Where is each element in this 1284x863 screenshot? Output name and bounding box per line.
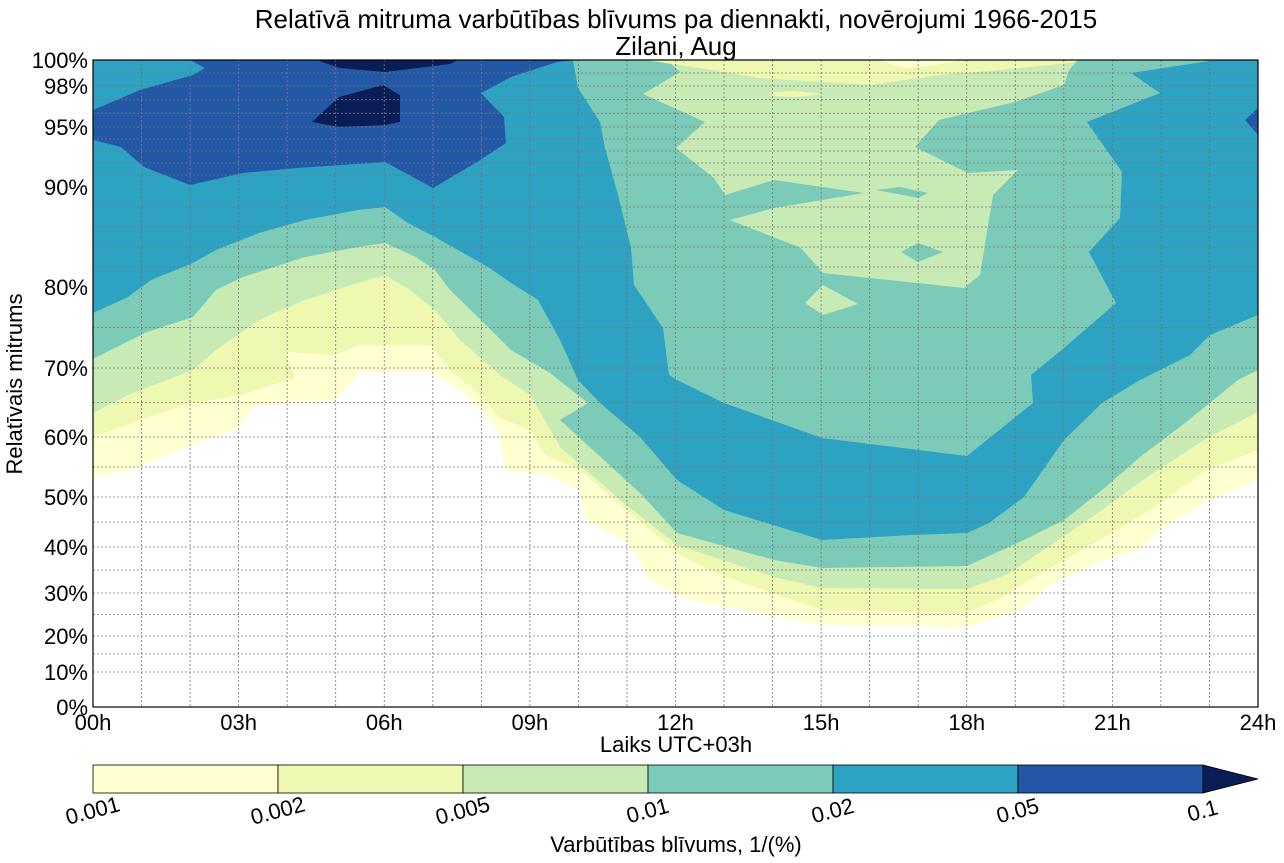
colorbar-tick-label: 0.01 xyxy=(624,793,672,828)
plot-frame xyxy=(92,59,1259,708)
colorbar-tick-label: 0.02 xyxy=(809,793,857,828)
y-tick-label: 95% xyxy=(44,115,88,140)
contour-tongue-0.01 xyxy=(876,187,928,198)
colorbar: 0.001 0.002 0.005 0.01 0.02 0.05 0.1 xyxy=(63,764,1259,830)
x-tick-label: 03h xyxy=(220,710,257,735)
y-axis-label: Relatīvais mitrums xyxy=(2,294,27,475)
colorbar-extend-arrow xyxy=(1202,764,1259,794)
x-ticks: 00h 03h 06h 09h 12h 15h 18h 21h 24h xyxy=(75,710,1277,735)
y-tick-label: 40% xyxy=(44,535,88,560)
contour-triangle-0.005 xyxy=(805,285,858,315)
x-tick-label: 21h xyxy=(1094,710,1131,735)
colorbar-segment xyxy=(462,764,649,794)
y-tick-label: 70% xyxy=(44,356,88,381)
y-ticks: 100%98% 95% 90% 80% 70% 60% 50% 40% 30% 20% 10% 0% xyxy=(32,48,88,720)
colorbar-tick-label: 0.1 xyxy=(1185,795,1221,827)
colorbar-segment xyxy=(277,764,464,794)
x-tick-label: 15h xyxy=(803,710,840,735)
x-tick-label: 24h xyxy=(1240,710,1277,735)
contour-region-0.05-right xyxy=(1245,108,1258,135)
y-tick-label: 10% xyxy=(44,660,88,685)
y-tick-label: 0% xyxy=(56,695,88,720)
x-tick-label: 18h xyxy=(948,710,985,735)
y-tick-label: 20% xyxy=(44,624,88,649)
contour-region-0.1-core xyxy=(312,85,400,127)
chart-subtitle: Zilani, Aug xyxy=(615,31,736,61)
x-tick-label: 09h xyxy=(512,710,549,735)
colorbar-tick-label: 0.05 xyxy=(994,793,1042,828)
y-tick-label: 98% xyxy=(44,74,88,99)
contour-diamond-0.01 xyxy=(901,243,943,262)
colorbar-tick-label: 0.002 xyxy=(248,791,308,829)
chart-title: Relatīvā mitruma varbūtības blīvums pa d… xyxy=(255,4,1098,34)
x-tick-label: 06h xyxy=(366,710,403,735)
colorbar-label: Varbūtības blīvums, 1/(%) xyxy=(550,832,801,857)
colorbar-segment xyxy=(92,764,279,794)
contour-region-0.001-upper xyxy=(880,60,960,68)
colorbar-tick-label: 0.005 xyxy=(433,791,493,829)
colorbar-segment xyxy=(647,764,834,794)
contour-region-0.005-upper xyxy=(643,60,1078,288)
y-tick-label: 30% xyxy=(44,581,88,606)
y-tick-label: 50% xyxy=(44,485,88,510)
y-tick-label: 60% xyxy=(44,425,88,450)
y-tick-label: 100% xyxy=(32,48,88,73)
y-tick-label: 90% xyxy=(44,175,88,200)
contour-spot-0.002 xyxy=(770,91,823,97)
x-axis-label: Laiks UTC+03h xyxy=(600,732,752,757)
colorbar-segment xyxy=(1017,764,1204,794)
colorbar-tick-label: 0.001 xyxy=(63,791,123,829)
contour-region-0.1-top xyxy=(316,60,458,72)
colorbar-segment xyxy=(832,764,1019,794)
x-tick-label: 00h xyxy=(75,710,112,735)
x-tick-label: 12h xyxy=(657,710,694,735)
y-tick-label: 80% xyxy=(44,275,88,300)
contour-region-0.002-upper xyxy=(645,60,1080,85)
